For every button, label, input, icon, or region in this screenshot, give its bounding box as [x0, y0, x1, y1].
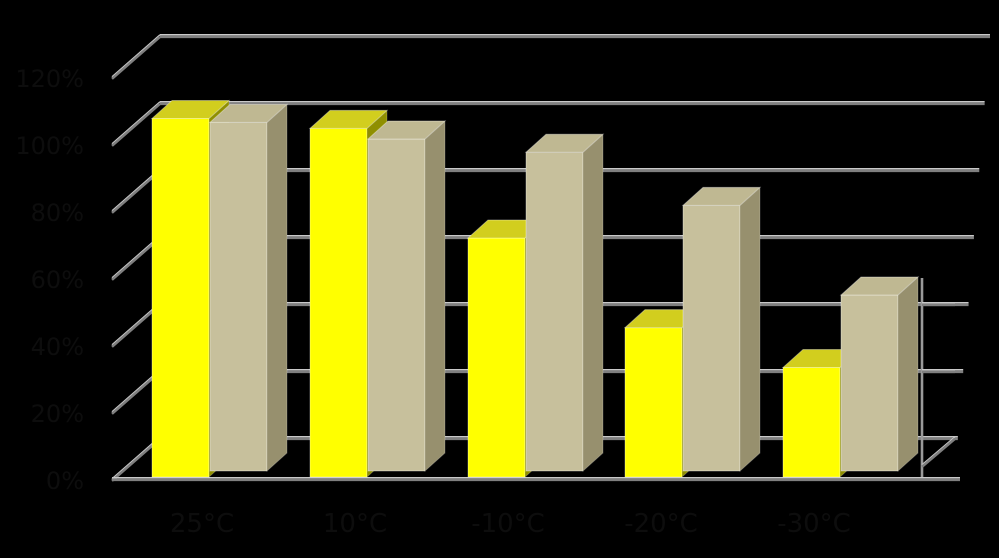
- category-label-4: -30°C: [777, 509, 851, 539]
- bar-series-yellow-1-front: [309, 127, 368, 478]
- y-tick-label-4: 40%: [31, 333, 84, 361]
- y-tick-1: [111, 102, 161, 147]
- bar-series-tan-0-top: [208, 103, 289, 123]
- bar-series-yellow-4-front: [782, 366, 841, 478]
- y-tick-label-2: 80%: [31, 199, 84, 227]
- y-tick-0: [111, 35, 161, 80]
- bar-series-yellow-0-front: [151, 117, 210, 478]
- bar-series-tan-3-top: [681, 186, 762, 206]
- category-label-1: 10°C: [323, 509, 387, 539]
- right-stub-0-hi: [921, 436, 956, 466]
- category-label-3: -20°C: [624, 509, 698, 539]
- bar-series-tan-3-front: [682, 204, 741, 472]
- bar-series-yellow-1-top: [308, 109, 389, 129]
- bar-series-tan-2-top: [524, 133, 605, 153]
- bar-series-tan-3-side: [739, 186, 761, 473]
- bar-series-tan-2-side: [582, 133, 604, 473]
- right-stub-0: [921, 437, 956, 468]
- bar-series-tan-1-front: [367, 138, 426, 472]
- bar-series-yellow-2-front: [467, 237, 526, 478]
- category-label-2: -10°C: [471, 509, 545, 539]
- bar-series-tan-1-side: [424, 119, 446, 473]
- y-tick-label-0: 120%: [15, 65, 84, 93]
- y-tick-label-6: 0%: [46, 467, 84, 495]
- y-tick-label-5: 20%: [31, 400, 84, 428]
- y-tick-label-3: 60%: [31, 266, 84, 294]
- bar-series-tan-4-top: [839, 276, 920, 296]
- bar-series-yellow-3-front: [624, 327, 683, 478]
- y-tick-0-hi: [111, 34, 161, 78]
- category-label-0: 25°C: [170, 509, 234, 539]
- bar-series-tan-4-side: [897, 275, 919, 473]
- bar-series-tan-0-side: [266, 103, 288, 473]
- bar-series-tan-0-front: [209, 121, 268, 472]
- y-tick-1-hi: [111, 101, 161, 145]
- bar-series-tan-1-top: [366, 120, 447, 140]
- bar-series-yellow-0-top: [150, 99, 231, 119]
- bar-series-tan-4-front: [840, 294, 899, 472]
- y-tick-label-1: 100%: [15, 132, 84, 160]
- bar-series-tan-2-front: [525, 151, 584, 472]
